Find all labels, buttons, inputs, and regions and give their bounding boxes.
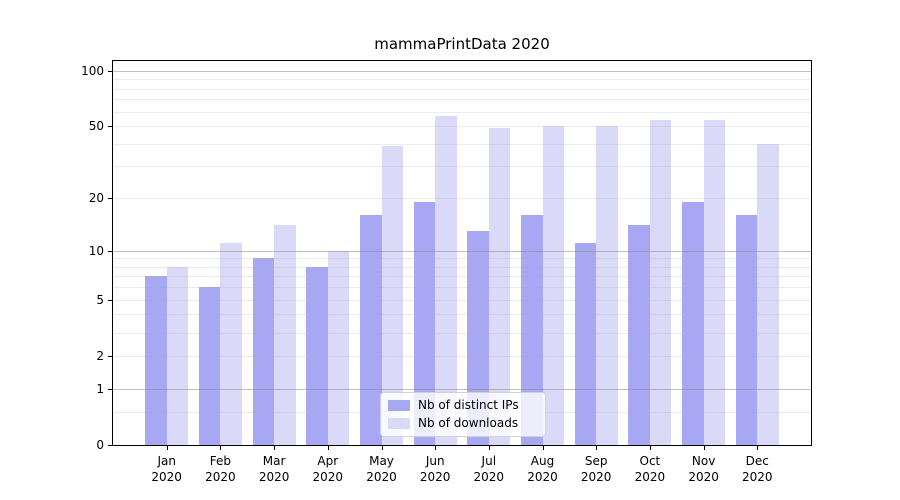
bar-downloads-may (381, 145, 403, 445)
bar-ips-jan (145, 276, 167, 445)
x-tick-label-nov: Nov 2020 (688, 454, 719, 484)
bar-ips-apr (306, 266, 328, 445)
grid-line-minor (113, 258, 811, 260)
legend: Nb of distinct IPs Nb of downloads (380, 392, 546, 437)
y-tick-mark (108, 198, 112, 199)
y-tick-mark (108, 70, 112, 72)
grid-line-major (113, 388, 811, 390)
x-tick-label-jan: Jan 2020 (151, 454, 182, 484)
grid-line-minor (113, 287, 811, 289)
bar-downloads-oct (649, 119, 672, 445)
grid-line-minor (113, 266, 811, 268)
plot-area (112, 60, 812, 446)
bar-downloads-feb (220, 243, 242, 445)
chart-title: mammaPrintData 2020 (374, 35, 550, 53)
bar-downloads-jun (435, 115, 457, 445)
bar-ips-nov (682, 202, 704, 445)
x-tick-label-may: May 2020 (366, 454, 397, 484)
x-tick-label-jun: Jun 2020 (419, 454, 451, 484)
legend-entry-distinct-ips: Nb of distinct IPs (388, 398, 538, 412)
x-tick-mark (757, 446, 759, 450)
y-tick-label: 0 (96, 438, 104, 452)
legend-swatch-distinct-ips (388, 399, 410, 411)
legend-label-distinct-ips: Nb of distinct IPs (418, 398, 519, 412)
bar-downloads-mar (274, 225, 296, 445)
x-tick-mark (381, 446, 383, 450)
y-tick-label: 5 (96, 292, 104, 307)
legend-swatch-downloads (388, 417, 410, 429)
x-tick-label-sep: Sep 2020 (580, 454, 612, 484)
x-tick-mark (542, 446, 544, 450)
y-tick-label: 2 (96, 348, 104, 363)
y-tick-label: 100 (81, 63, 104, 78)
legend-entry-downloads: Nb of downloads (388, 416, 538, 430)
x-tick-label-mar: Mar 2020 (258, 454, 290, 484)
bar-downloads-sep (596, 126, 618, 445)
bar-downloads-jan (166, 266, 189, 445)
bar-downloads-jul (488, 127, 511, 445)
grid-line-minor (113, 126, 811, 127)
x-tick-mark (649, 446, 651, 450)
bar-downloads-aug (542, 126, 564, 445)
x-tick-mark (274, 446, 276, 450)
x-tick-mark (220, 446, 222, 450)
bar-ips-mar (252, 258, 275, 445)
bar-downloads-apr (327, 250, 350, 445)
grid-line-minor (113, 88, 811, 90)
grid-line-minor (113, 111, 811, 113)
bar-ips-feb (198, 287, 221, 445)
bar-ips-jun (413, 202, 436, 445)
grid-line-minor (113, 166, 811, 168)
x-tick-mark (166, 446, 168, 450)
x-tick-label-apr: Apr 2020 (312, 454, 344, 484)
grid-line-major (113, 250, 811, 252)
bar-downloads-dec (757, 143, 779, 445)
bar-ips-aug (521, 215, 543, 445)
bar-ips-sep (574, 243, 597, 445)
y-tick-mark (108, 388, 112, 390)
bar-ips-jul (467, 230, 489, 445)
x-tick-label-oct: Oct 2020 (634, 454, 666, 484)
bar-downloads-nov (703, 119, 726, 445)
grid-line-minor (113, 355, 811, 357)
y-tick-mark (108, 355, 112, 357)
x-tick-mark (327, 446, 329, 450)
x-tick-mark (435, 446, 437, 450)
bar-ips-may (360, 215, 382, 445)
grid-line-minor (113, 143, 811, 145)
x-tick-label-dec: Dec 2020 (742, 454, 773, 484)
y-tick-mark (108, 126, 112, 127)
y-tick-label: 1 (96, 381, 104, 396)
bar-ips-dec (735, 215, 758, 445)
legend-label-downloads: Nb of downloads (418, 416, 519, 430)
y-tick-mark (108, 299, 112, 301)
x-tick-label-jul: Jul 2020 (473, 454, 505, 484)
grid-line-minor (113, 198, 811, 199)
y-tick-label: 20 (88, 191, 104, 205)
x-tick-label-aug: Aug 2020 (527, 454, 558, 484)
x-tick-mark (703, 446, 705, 450)
grid-line-minor (113, 276, 811, 278)
grid-line-minor (113, 299, 811, 301)
grid-line-minor (113, 314, 811, 316)
y-tick-mark (108, 250, 112, 252)
x-tick-label-feb: Feb 2020 (205, 454, 236, 484)
y-tick-label: 10 (88, 243, 104, 258)
x-tick-mark (488, 446, 490, 450)
bar-ips-oct (628, 225, 650, 445)
grid-line-minor (113, 79, 811, 81)
y-tick-label: 50 (88, 119, 104, 133)
grid-line-minor (113, 99, 811, 101)
grid-line-major (113, 70, 811, 72)
x-tick-mark (596, 446, 598, 450)
y-tick-mark (108, 445, 112, 446)
grid-line-minor (113, 332, 811, 334)
